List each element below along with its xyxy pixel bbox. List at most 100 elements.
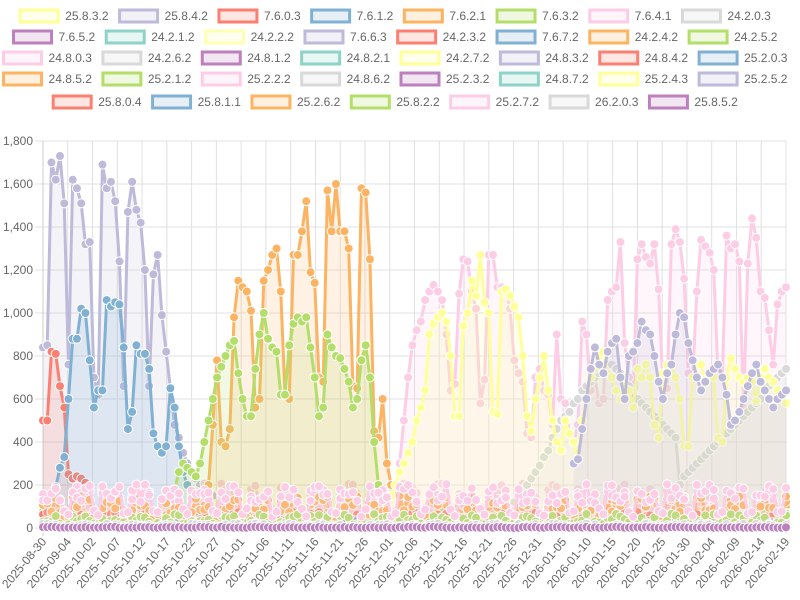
legend-item[interactable]: 25.2.2.2: [200, 71, 291, 87]
data-point[interactable]: [407, 340, 418, 351]
data-point[interactable]: [420, 385, 431, 396]
legend-item[interactable]: 24.8.7.2: [498, 71, 589, 87]
data-point[interactable]: [568, 437, 579, 447]
data-point[interactable]: [589, 342, 600, 353]
data-point[interactable]: [755, 376, 766, 387]
data-point[interactable]: [80, 308, 91, 318]
legend-item[interactable]: 25.8.1.1: [151, 94, 242, 110]
data-point[interactable]: [585, 363, 596, 374]
data-point[interactable]: [505, 290, 516, 301]
data-point[interactable]: [305, 267, 316, 278]
data-point[interactable]: [411, 325, 422, 336]
legend-item[interactable]: 7.6.5.2: [12, 29, 96, 45]
data-point[interactable]: [768, 376, 779, 387]
data-point[interactable]: [657, 394, 668, 404]
data-point[interactable]: [645, 258, 656, 269]
data-point[interactable]: [88, 402, 99, 413]
data-point[interactable]: [207, 394, 218, 404]
data-point[interactable]: [343, 243, 354, 254]
data-point[interactable]: [275, 286, 286, 297]
data-point[interactable]: [305, 342, 316, 353]
data-point[interactable]: [343, 376, 354, 387]
data-point[interactable]: [721, 389, 732, 400]
data-point[interactable]: [364, 254, 375, 265]
legend-item[interactable]: 26.2.0.3: [548, 94, 639, 110]
data-point[interactable]: [479, 297, 490, 308]
data-point[interactable]: [415, 316, 426, 327]
data-point[interactable]: [63, 394, 74, 404]
data-point[interactable]: [127, 176, 138, 187]
data-point[interactable]: [292, 249, 303, 260]
data-point[interactable]: [263, 333, 274, 344]
data-point[interactable]: [577, 424, 588, 435]
data-point[interactable]: [131, 204, 142, 215]
data-point[interactable]: [437, 295, 448, 306]
data-point[interactable]: [437, 308, 448, 318]
data-point[interactable]: [611, 333, 622, 344]
data-point[interactable]: [122, 424, 133, 435]
data-point[interactable]: [369, 437, 380, 447]
data-point[interactable]: [326, 342, 337, 353]
data-point[interactable]: [381, 458, 392, 469]
legend-item[interactable]: 24.2.2.2: [204, 29, 295, 45]
data-point[interactable]: [156, 310, 167, 321]
data-point[interactable]: [415, 402, 426, 413]
data-point[interactable]: [526, 426, 537, 437]
data-point[interactable]: [322, 329, 333, 340]
data-point[interactable]: [547, 415, 558, 426]
data-point[interactable]: [424, 329, 435, 340]
data-point[interactable]: [513, 312, 524, 323]
data-point[interactable]: [670, 224, 681, 235]
data-point[interactable]: [403, 447, 414, 458]
data-point[interactable]: [475, 249, 486, 260]
data-point[interactable]: [734, 256, 745, 267]
data-point[interactable]: [632, 254, 643, 265]
data-point[interactable]: [148, 269, 159, 280]
data-point[interactable]: [768, 402, 779, 413]
data-point[interactable]: [54, 462, 65, 473]
data-point[interactable]: [250, 363, 261, 374]
data-point[interactable]: [611, 282, 622, 293]
data-point[interactable]: [632, 338, 643, 349]
data-point[interactable]: [555, 445, 566, 456]
data-point[interactable]: [322, 185, 333, 196]
data-point[interactable]: [602, 295, 613, 306]
data-point[interactable]: [704, 247, 715, 258]
data-point[interactable]: [454, 411, 465, 422]
data-point[interactable]: [229, 335, 240, 346]
data-point[interactable]: [46, 157, 57, 168]
data-point[interactable]: [488, 249, 499, 260]
data-point[interactable]: [246, 411, 257, 422]
legend-item[interactable]: 24.2.7.2: [399, 50, 490, 66]
data-point[interactable]: [190, 471, 201, 482]
data-point[interactable]: [708, 265, 719, 275]
data-point[interactable]: [407, 437, 418, 447]
data-point[interactable]: [734, 406, 745, 417]
data-point[interactable]: [560, 398, 571, 409]
data-point[interactable]: [280, 389, 291, 400]
data-point[interactable]: [747, 213, 758, 224]
data-point[interactable]: [717, 372, 728, 383]
data-point[interactable]: [747, 368, 758, 379]
data-point[interactable]: [220, 351, 231, 361]
data-point[interactable]: [54, 381, 65, 392]
data-point[interactable]: [212, 372, 223, 383]
data-point[interactable]: [42, 415, 53, 426]
data-point[interactable]: [696, 359, 707, 370]
data-point[interactable]: [411, 415, 422, 426]
legend-item[interactable]: 7.6.4.1: [588, 8, 672, 24]
data-point[interactable]: [139, 348, 150, 359]
data-point[interactable]: [781, 363, 791, 374]
data-point[interactable]: [764, 325, 775, 336]
legend-item[interactable]: 24.2.1.2: [104, 29, 195, 45]
data-point[interactable]: [97, 385, 108, 396]
data-point[interactable]: [662, 368, 673, 379]
legend-item[interactable]: 7.6.2.1: [402, 8, 486, 24]
legend-item[interactable]: 25.8.5.2: [647, 94, 738, 110]
legend-item[interactable]: 24.2.3.2: [396, 29, 487, 45]
data-point[interactable]: [216, 361, 227, 372]
legend-item[interactable]: 25.2.3.2: [399, 71, 490, 87]
data-point[interactable]: [683, 338, 694, 349]
data-point[interactable]: [318, 402, 329, 413]
legend-item[interactable]: 24.8.2.1: [300, 50, 391, 66]
